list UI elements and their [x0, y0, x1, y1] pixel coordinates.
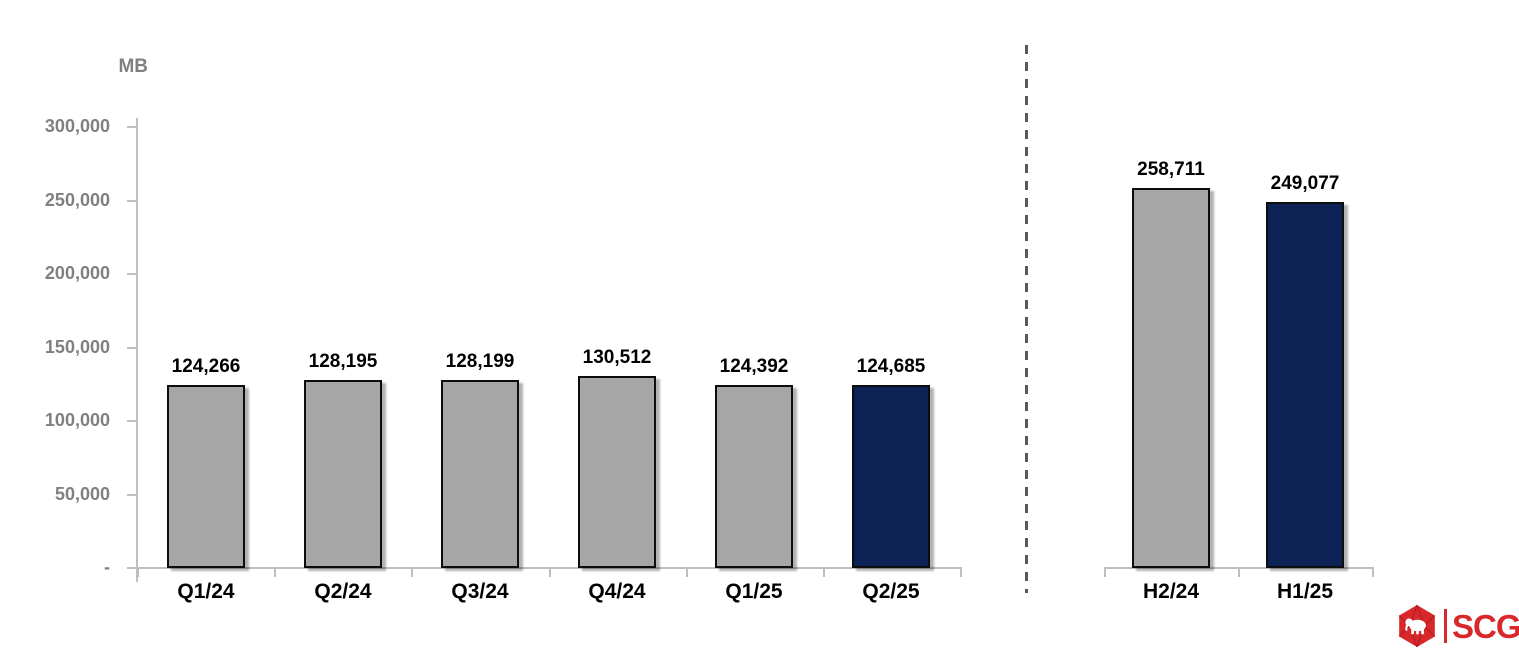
x-axis-tick-mark [960, 567, 962, 577]
bar-q2-25 [852, 385, 930, 568]
x-axis-tick-mark [1104, 567, 1106, 577]
x-axis-tick-mark [549, 567, 551, 577]
scg-logo: SCG [1396, 603, 1519, 649]
x-axis-category-label: Q1/25 [725, 580, 783, 603]
y-axis-tick-mark [127, 567, 137, 569]
x-axis-tick-mark [274, 567, 276, 577]
y-axis-tick-mark [127, 273, 137, 275]
y-axis-tick-label: 50,000 [54, 483, 110, 504]
x-axis-line-quarterly [137, 567, 960, 569]
scg-logo-text: SCG [1452, 607, 1519, 645]
bar-value-label: 128,195 [308, 351, 378, 372]
bar-h2-24 [1132, 188, 1210, 568]
y-axis-tick-label: 150,000 [44, 336, 110, 357]
y-axis-tick-mark [127, 346, 137, 349]
y-axis-tick-label: - [104, 557, 110, 577]
period-divider-dashed-line [1025, 45, 1028, 593]
y-axis-tick-mark [127, 420, 137, 422]
y-axis-tick-mark [127, 199, 137, 202]
x-axis-category-label: Q1/24 [177, 580, 235, 603]
x-axis-tick-mark [686, 567, 688, 577]
bar-q1-25 [715, 385, 793, 568]
x-axis-category-label: Q4/24 [588, 580, 646, 603]
bar-value-label: 249,077 [1270, 173, 1340, 194]
x-axis-category-label: Q2/24 [314, 580, 372, 603]
bar-value-label: 128,199 [445, 351, 515, 372]
x-axis-tick-mark [1238, 567, 1240, 577]
bar-value-label: 130,512 [582, 347, 652, 368]
bar-value-label: 258,711 [1137, 159, 1205, 180]
y-axis-unit-label: MB [118, 56, 148, 77]
x-axis-category-label: H2/24 [1142, 580, 1200, 603]
x-axis-tick-mark [411, 567, 413, 577]
bar-h1-25 [1266, 202, 1344, 568]
y-axis-tick-label: 100,000 [44, 410, 110, 430]
y-axis-tick-label: 250,000 [44, 189, 110, 210]
bar-q1-24 [167, 385, 245, 568]
y-axis-line [136, 118, 138, 582]
x-axis-tick-mark [137, 567, 139, 577]
y-axis-tick-label: 300,000 [44, 116, 110, 136]
y-axis-tick-label: 200,000 [44, 263, 110, 283]
x-axis-tick-mark [1372, 567, 1374, 577]
x-axis-category-label: Q2/25 [862, 580, 920, 603]
bar-q2-24 [304, 380, 382, 568]
y-axis-tick-mark [127, 493, 137, 496]
bar-value-label: 124,685 [856, 356, 926, 377]
bar-value-label: 124,266 [171, 356, 241, 377]
bar-q3-24 [441, 380, 519, 568]
bar-q4-24 [578, 376, 656, 568]
x-axis-category-label: Q3/24 [451, 580, 509, 603]
y-axis-tick-mark [127, 126, 137, 128]
x-axis-category-label: H1/25 [1276, 580, 1334, 603]
x-axis-tick-mark [823, 567, 825, 577]
bar-value-label: 124,392 [719, 356, 789, 377]
scg-elephant-hexagon-icon [1398, 604, 1436, 648]
scg-logo-divider-bar [1444, 609, 1447, 643]
